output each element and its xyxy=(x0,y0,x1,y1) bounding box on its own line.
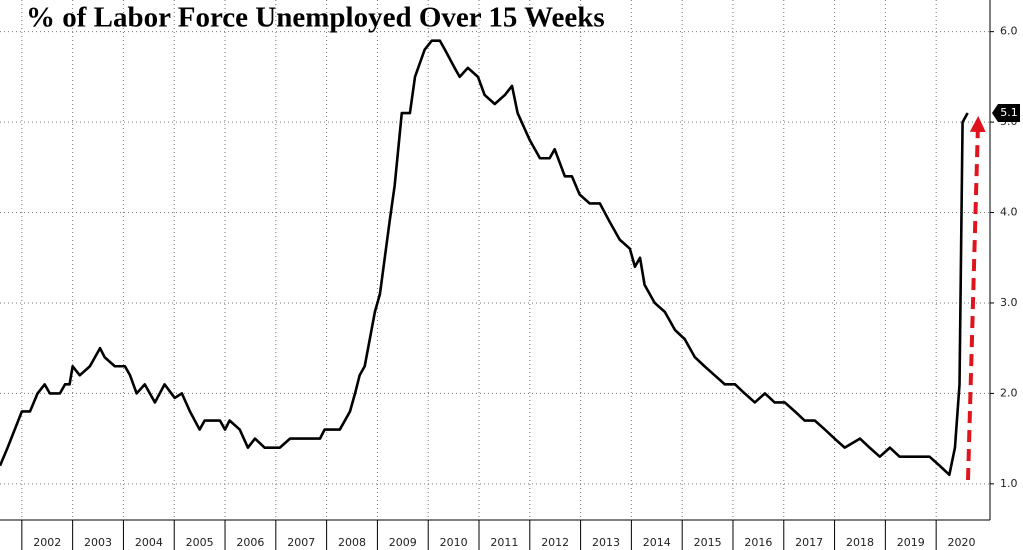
x-tick-label: 2005 xyxy=(186,536,214,549)
value-badge xyxy=(992,104,1020,123)
x-tick-label: 2003 xyxy=(84,536,112,549)
x-tick-label: 2004 xyxy=(135,536,163,549)
x-tick-label: 2014 xyxy=(643,536,671,549)
x-tick-label: 2016 xyxy=(744,536,772,549)
x-tick-label: 2020 xyxy=(948,536,976,549)
x-tick-label: 2018 xyxy=(846,536,874,549)
arrow xyxy=(966,116,986,481)
y-tick-label: 4.0 xyxy=(1000,206,1018,219)
line xyxy=(0,39,969,477)
x-tick-label: 2010 xyxy=(440,536,468,549)
x-tick-label: 2011 xyxy=(490,536,518,549)
y-tick-label: 3.0 xyxy=(1000,296,1018,309)
y-tick-label: 1.0 xyxy=(1000,477,1018,490)
value-badge-label: 5.1 xyxy=(1000,106,1018,119)
x-tick-label: 2015 xyxy=(694,536,722,549)
x-tick-label: 2012 xyxy=(541,536,569,549)
chart-title: % of Labor Force Unemployed Over 15 Week… xyxy=(26,2,605,34)
x-tick-label: 2009 xyxy=(389,536,417,549)
x-tick-label: 2013 xyxy=(592,536,620,549)
x-tick-label: 2007 xyxy=(287,536,315,549)
x-tick-label: 2002 xyxy=(33,536,61,549)
x-tick-label: 2006 xyxy=(236,536,264,549)
x-tick-label: 2019 xyxy=(897,536,925,549)
grid xyxy=(0,0,994,550)
y-tick-label: 6.0 xyxy=(1000,25,1018,38)
plot xyxy=(0,39,969,477)
x-tick-label: 2008 xyxy=(338,536,366,549)
x-tick-label: 2017 xyxy=(795,536,823,549)
y-tick-label: 2.0 xyxy=(1000,386,1018,399)
